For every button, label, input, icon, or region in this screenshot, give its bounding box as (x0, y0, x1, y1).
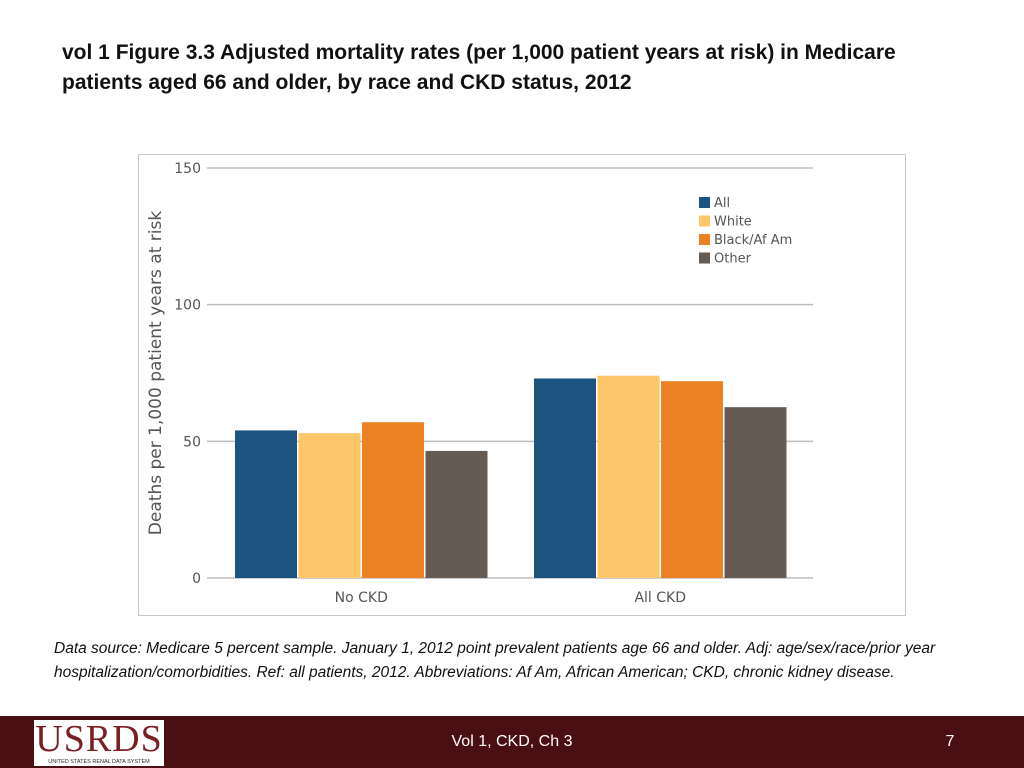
bar-all-ckd-white (597, 375, 660, 578)
bar-all-ckd-all (534, 378, 596, 578)
legend-swatch-all (699, 197, 710, 208)
x-category-label: No CKD (335, 590, 388, 606)
logo-wordmark: USRDS (35, 718, 163, 760)
y-tick-label-100: 100 (174, 298, 201, 314)
legend-swatch-black-af-am (699, 234, 710, 245)
legend-label: White (714, 215, 752, 230)
legend-label: Black/Af Am (714, 233, 792, 248)
legend-label: Other (714, 252, 752, 267)
y-axis-label: Deaths per 1,000 patient years at risk (146, 211, 166, 536)
footer-bar: USRDS UNITED STATES RENAL DATA SYSTEM Vo… (0, 716, 1024, 768)
legend-swatch-white (699, 215, 710, 227)
bar-no-ckd-all (235, 430, 297, 578)
y-tick-label-0: 0 (192, 571, 201, 587)
footer-section-label: Vol 1, CKD, Ch 3 (451, 733, 573, 750)
page-number: 7 (945, 733, 955, 750)
bar-no-ckd-other (425, 450, 488, 578)
legend-swatch-other (699, 252, 710, 264)
bar-all-ckd-other (724, 407, 787, 578)
chart-frame: 0 50 100 150 Deaths per 1,000 patient years … (138, 154, 906, 616)
y-tick-label-150: 150 (174, 161, 201, 177)
legend-label: All (714, 196, 730, 211)
bar-all-ckd-black-af-am (661, 381, 723, 578)
bar-chart: 0 50 100 150 Deaths per 1,000 patient years … (146, 161, 813, 606)
logo-subtitle: UNITED STATES RENAL DATA SYSTEM (48, 759, 150, 765)
bar-no-ckd-white (298, 433, 361, 578)
bar-no-ckd-black-af-am (362, 422, 424, 578)
x-category-label: All CKD (634, 590, 686, 606)
usrds-logo: USRDS UNITED STATES RENAL DATA SYSTEM (34, 720, 164, 766)
data-source-caption: Data source: Medicare 5 percent sample. … (54, 640, 936, 681)
slide-title: vol 1 Figure 3.3 Adjusted mortality rate… (62, 41, 896, 94)
y-tick-label-50: 50 (183, 434, 201, 450)
